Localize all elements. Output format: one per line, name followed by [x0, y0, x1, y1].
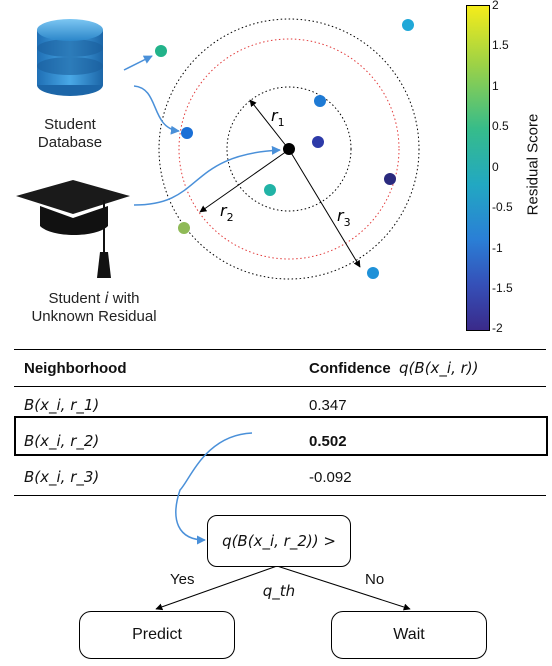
data-point	[264, 184, 276, 196]
colorbar-tick: 0	[492, 160, 499, 174]
data-point	[155, 45, 167, 57]
colorbar-tick: -0.5	[492, 200, 513, 214]
database-icon	[37, 19, 103, 96]
graduation-cap-icon	[16, 180, 130, 278]
highlight-to-decision-arrow	[175, 432, 253, 545]
colorbar	[466, 5, 490, 331]
confidence-cell: 0.347	[309, 396, 347, 414]
neighborhood-cell: B(x_i, r_3)	[14, 459, 299, 496]
r3-label: r3	[337, 206, 351, 229]
r2-label: r2	[220, 201, 234, 224]
data-point	[402, 19, 414, 31]
highlight-box	[14, 416, 548, 456]
data-point	[367, 267, 379, 279]
colorbar-tick: 1.5	[492, 38, 509, 52]
decision-arrows	[155, 432, 411, 611]
data-point	[314, 95, 326, 107]
confidence-cell: -0.092	[299, 459, 546, 496]
colorbar-title: Residual Score	[524, 113, 542, 216]
predict-box: Predict	[79, 611, 235, 659]
data-point	[181, 127, 193, 139]
table-row: B(x_i, r_3) -0.092	[14, 459, 546, 496]
table-header-row: Neighborhood Confidence q(B(x_i, r))	[14, 349, 546, 387]
student-label: Student i with Unknown Residual	[31, 289, 157, 325]
db-to-point-arrow	[123, 55, 153, 71]
decision-condition: q(B(x_i, r_2)) > q_th	[207, 515, 351, 600]
radius-arrow-r3	[289, 150, 361, 268]
neighborhood-figure: r1 r2 r3	[16, 18, 420, 280]
col-header-neighborhood: Neighborhood	[14, 349, 299, 387]
data-point	[384, 173, 396, 185]
radius-arrow-r1	[249, 99, 288, 148]
no-arrow	[276, 565, 411, 611]
neighborhood-circle-r3	[158, 18, 420, 280]
student-to-point-arrow	[133, 145, 281, 206]
col-header-confidence: Confidence q(B(x_i, r))	[299, 349, 546, 387]
neighborhood-cell: B(x_i, r_2)	[24, 432, 100, 450]
neighborhood-cell: B(x_i, r_1)	[24, 396, 100, 414]
database-label: Student Database	[37, 116, 103, 151]
wait-box: Wait	[331, 611, 487, 659]
neighborhood-table: Neighborhood Confidence q(B(x_i, r)) B(x…	[14, 349, 546, 496]
colorbar-tick: 2	[492, 0, 499, 12]
student-point	[283, 143, 295, 155]
yes-label: Yes	[170, 571, 195, 588]
yes-arrow	[155, 565, 278, 611]
db-to-point-arrow	[133, 85, 180, 135]
confidence-cell: 0.502	[309, 432, 347, 450]
no-label: No	[365, 571, 385, 588]
data-point	[312, 136, 324, 148]
radius-arrow-r2	[199, 150, 288, 213]
colorbar-ticks: 2 1.5 1 0.5 0 -0.5 -1 -1.5 -2	[492, 0, 522, 340]
table-row: B(x_i, r_1) 0.347	[14, 387, 546, 424]
r1-label: r1	[271, 106, 285, 129]
colorbar-tick: 0.5	[492, 119, 509, 133]
colorbar-tick: -1.5	[492, 281, 513, 295]
table-row: B(x_i, r_2) 0.502	[14, 423, 546, 459]
data-point	[178, 222, 190, 234]
colorbar-tick: 1	[492, 79, 499, 93]
neighborhood-circle-r2	[178, 38, 400, 260]
colorbar-tick: -2	[492, 321, 503, 335]
colorbar-tick: -1	[492, 241, 503, 255]
neighborhood-circle-r1	[226, 86, 352, 212]
